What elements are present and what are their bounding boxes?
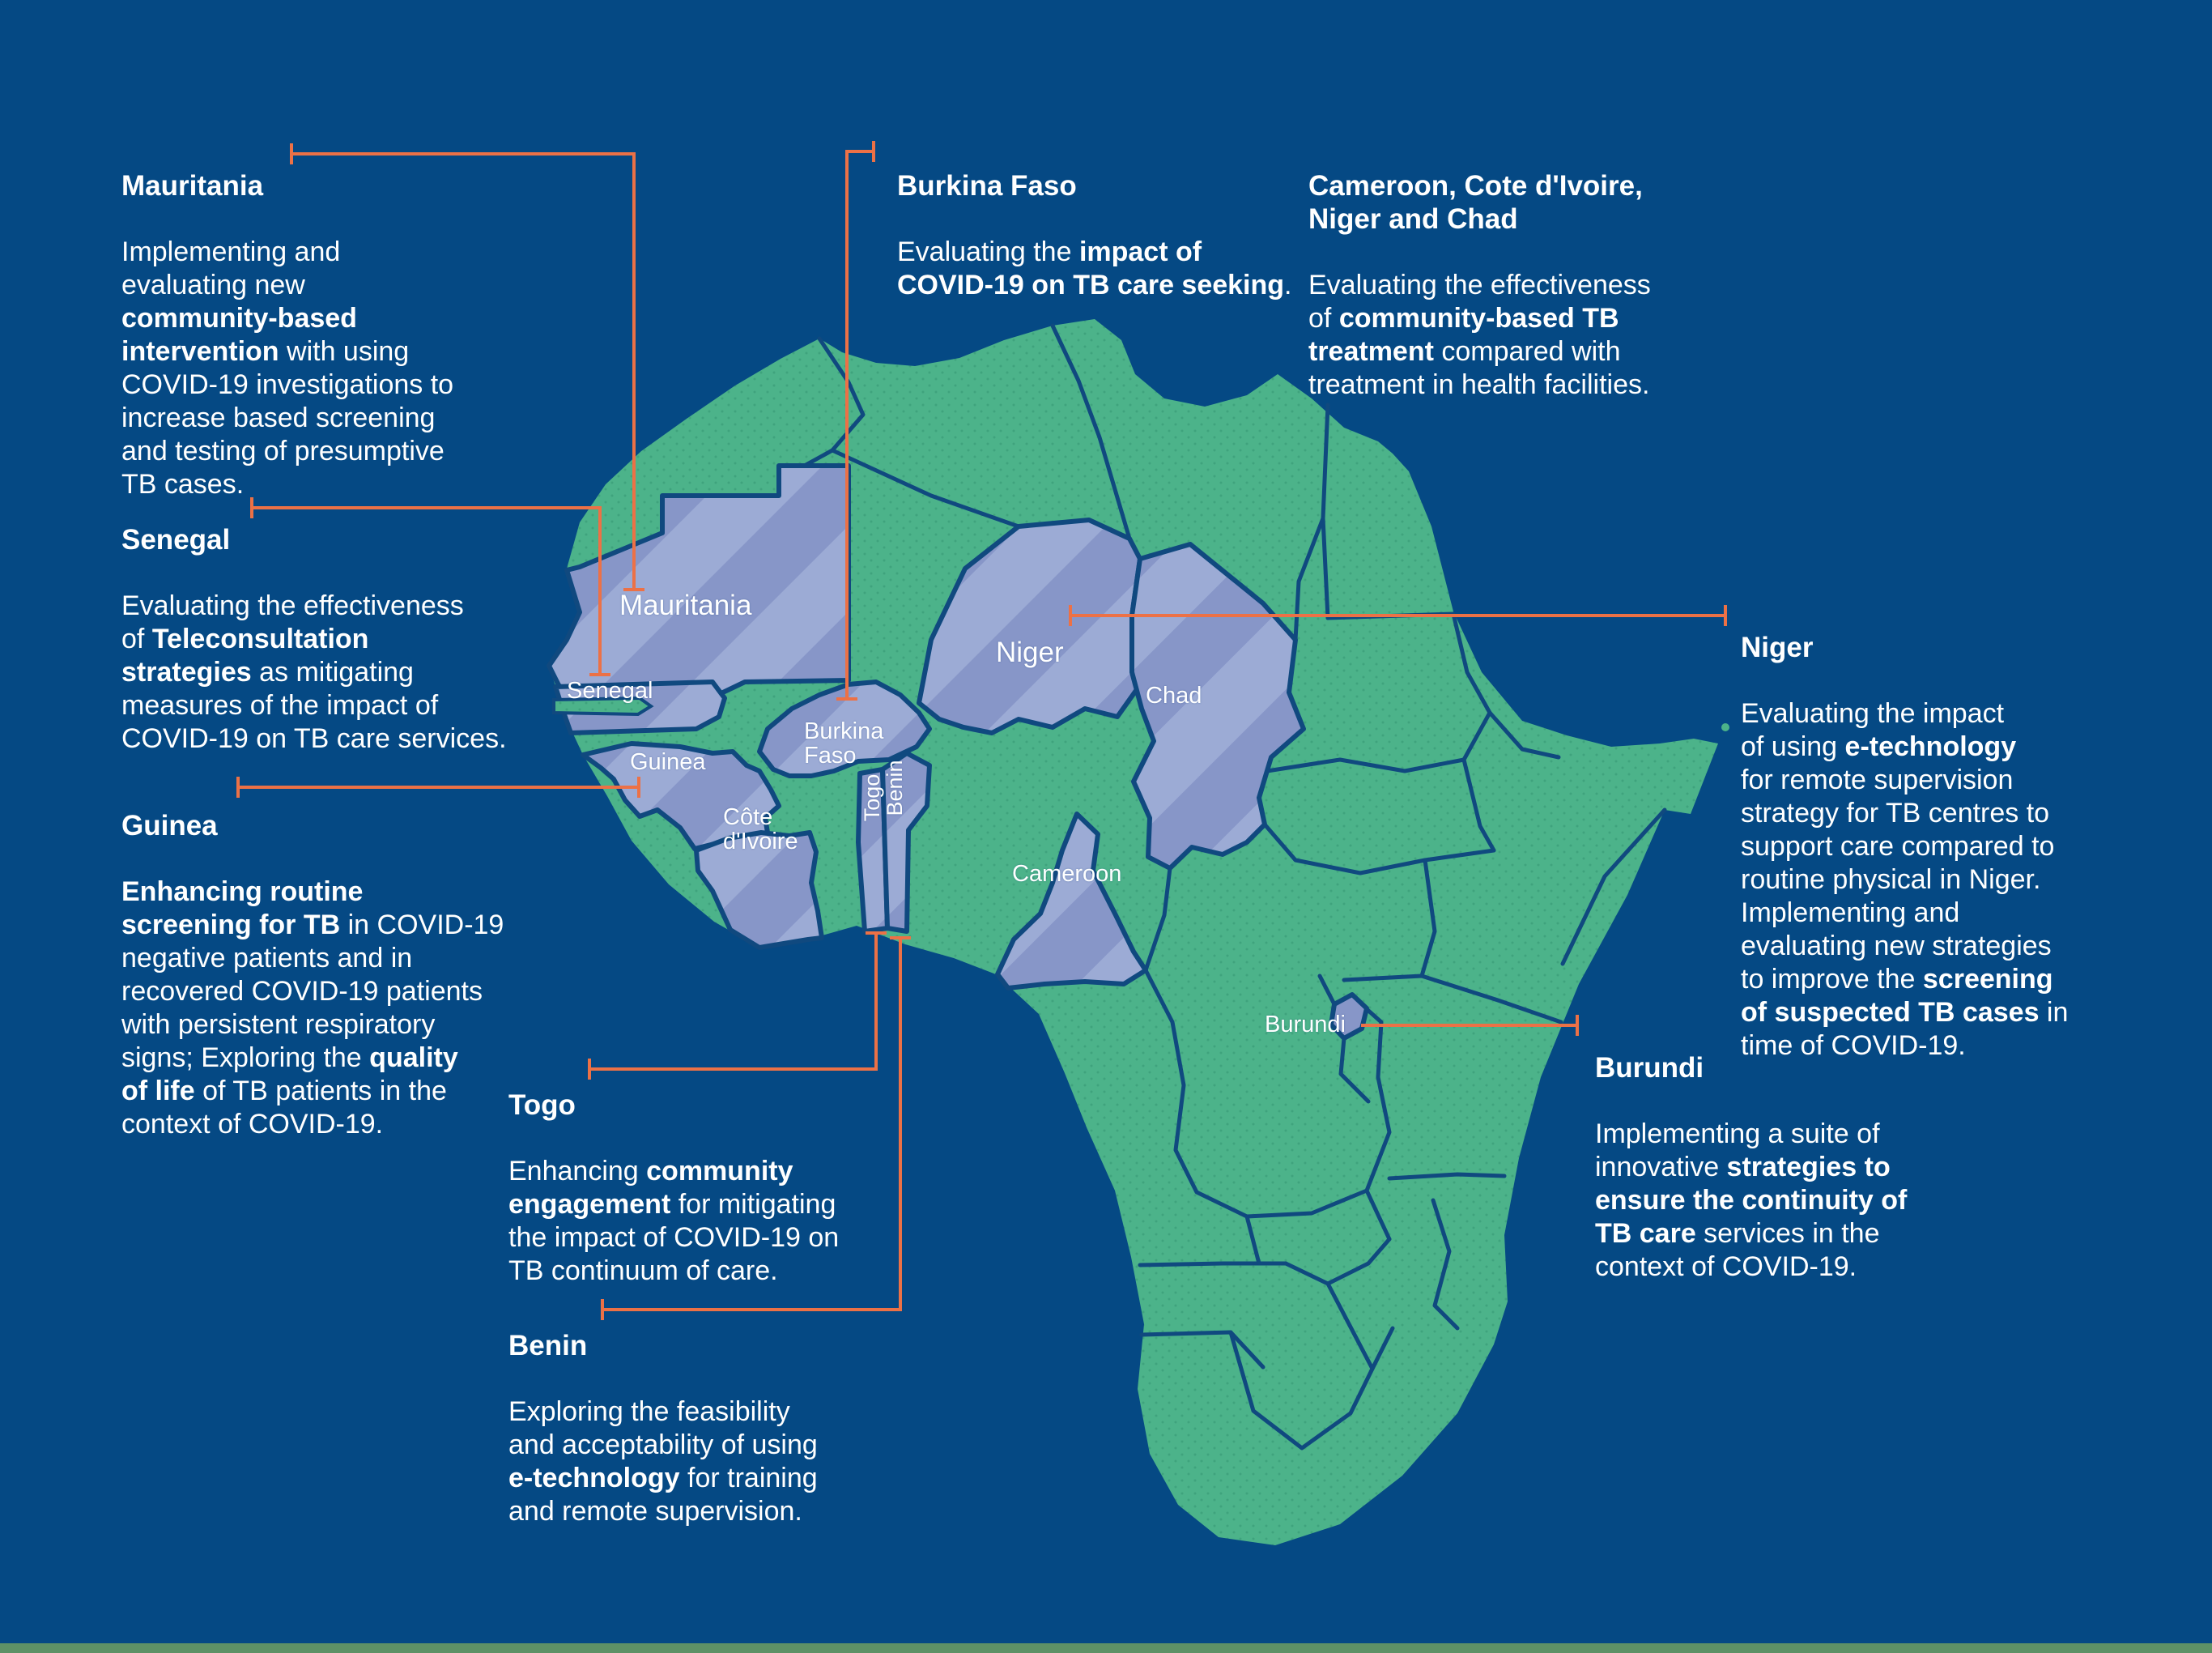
callout-body: Evaluating the impact of COVID-19 on TB … — [897, 236, 1292, 300]
country-cameroon — [995, 812, 1148, 991]
callout-body: Exploring the feasibility and acceptabil… — [508, 1396, 818, 1527]
callout-title: Burundi — [1595, 1052, 1704, 1084]
callout-body: Implementing a suite of innovative strat… — [1595, 1118, 1908, 1282]
callout-connectors — [236, 141, 1727, 1320]
callout-title: Togo — [508, 1089, 576, 1121]
callout-title: Senegal — [121, 524, 231, 556]
footer-strip — [0, 1643, 2212, 1653]
callout-burundi: Burundi Implementing a suite of innovati… — [1595, 1018, 1976, 1317]
callout-guinea: Guinea Enhancing routine screening for T… — [121, 776, 534, 1174]
callout-cameroon-cote-divoire-niger-chad: Cameroon, Cote d'Ivoire, Niger and Chad … — [1308, 136, 1729, 435]
country-chad — [1129, 542, 1306, 871]
callout-title: Niger — [1741, 632, 1814, 663]
country-burkina-faso — [757, 680, 932, 778]
highlighted-countries — [547, 463, 1369, 1041]
callout-togo: Togo Enhancing community engagement for … — [508, 1055, 905, 1321]
connector-burundi — [1361, 1015, 1579, 1036]
callout-title: Guinea — [121, 810, 218, 841]
country-benin — [880, 751, 932, 934]
connector-benin — [601, 936, 911, 1320]
callout-senegal: Senegal Evaluating the effectiveness of … — [121, 490, 526, 789]
callout-benin: Benin Exploring the feasibility and acce… — [508, 1296, 897, 1561]
country-borders — [577, 323, 1667, 1451]
country-cote-divoire — [694, 830, 824, 950]
callout-title: Benin — [508, 1330, 588, 1361]
callout-burkina-faso: Burkina Faso Evaluating the impact of CO… — [897, 136, 1318, 335]
callout-mauritania: Mauritania Implementing and evaluating n… — [121, 136, 510, 535]
connector-guinea — [236, 777, 640, 798]
connector-senegal — [250, 497, 610, 676]
callout-body: Enhancing routine screening for TB in CO… — [121, 876, 504, 1140]
country-gambia — [552, 696, 654, 717]
callout-niger: Niger Evaluating the impact of using e-t… — [1741, 598, 2162, 1096]
callout-title: Burkina Faso — [897, 170, 1077, 202]
callout-body: Evaluating the impact of using e-technol… — [1741, 698, 2069, 1061]
country-togo — [856, 767, 890, 934]
connector-burkina-faso — [836, 141, 875, 701]
callout-body: Enhancing community engagement for mitig… — [508, 1156, 840, 1286]
callout-title: Mauritania — [121, 170, 264, 202]
callout-body: Implementing and evaluating new communit… — [121, 236, 454, 500]
socotra-island — [1721, 723, 1729, 731]
connector-mauritania — [290, 143, 644, 591]
connector-togo — [588, 931, 887, 1080]
callout-body: Evaluating the effectiveness of Telecons… — [121, 590, 507, 754]
callout-title: Cameroon, Cote d'Ivoire, Niger and Chad — [1308, 170, 1643, 235]
country-burundi — [1329, 992, 1369, 1041]
connector-niger — [1069, 605, 1727, 626]
callout-body: Evaluating the effectiveness of communit… — [1308, 270, 1651, 400]
